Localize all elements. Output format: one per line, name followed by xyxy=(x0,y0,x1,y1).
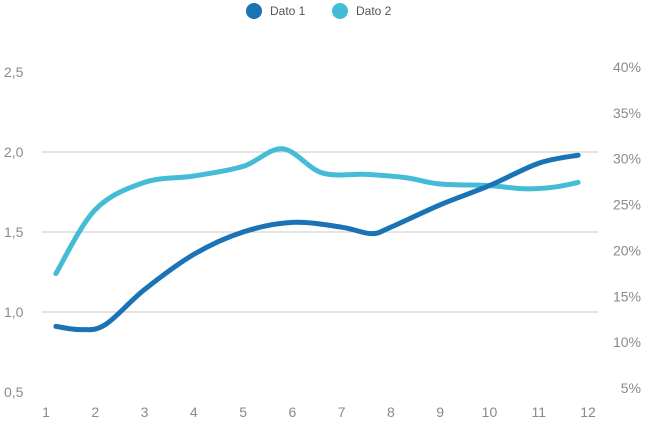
x-tick-label: 5 xyxy=(239,404,247,420)
x-tick-label: 11 xyxy=(531,404,546,420)
legend-label-1: Dato 1 xyxy=(270,4,306,18)
y-right-tick-label: 10% xyxy=(613,334,641,350)
legend-label-2: Dato 2 xyxy=(356,4,392,18)
series-lines xyxy=(53,146,581,333)
gridlines xyxy=(42,151,598,313)
x-tick-label: 3 xyxy=(141,404,149,420)
y-right-tick-label: 25% xyxy=(613,197,641,213)
y-left-tick-label: 2,5 xyxy=(4,64,24,80)
y-right-tick-label: 15% xyxy=(613,288,641,304)
series-line-1 xyxy=(53,152,581,333)
x-axis: 1 2 3 4 5 6 7 8 9 10 11 12 xyxy=(42,404,596,420)
y-left-tick-label: 1,5 xyxy=(4,224,24,240)
y-left-tick-label: 1,0 xyxy=(4,304,24,320)
x-tick-label: 8 xyxy=(387,404,395,420)
y-right-tick-label: 5% xyxy=(621,380,641,396)
x-tick-label: 9 xyxy=(436,404,444,420)
y-right-tick-label: 30% xyxy=(613,151,641,167)
x-tick-label: 6 xyxy=(288,404,296,420)
y-right-tick-label: 20% xyxy=(613,242,641,258)
legend: Dato 1 Dato 2 xyxy=(246,3,392,19)
x-tick-label: 12 xyxy=(580,404,596,420)
legend-marker-2 xyxy=(332,3,348,19)
y-left-tick-label: 0,5 xyxy=(4,384,24,400)
series-line-2 xyxy=(53,146,581,277)
y-left-tick-label: 2,0 xyxy=(4,144,24,160)
legend-marker-1 xyxy=(246,3,262,19)
x-tick-label: 10 xyxy=(482,404,498,420)
x-tick-label: 7 xyxy=(338,404,346,420)
y-axis-left: 0,5 1,0 1,5 2,0 2,5 xyxy=(4,64,24,400)
y-axis-right: 5% 10% 15% 20% 25% 30% 35% 40% xyxy=(613,59,641,396)
x-tick-label: 2 xyxy=(91,404,99,420)
y-right-tick-label: 40% xyxy=(613,59,641,75)
x-tick-label: 4 xyxy=(190,404,198,420)
y-right-tick-label: 35% xyxy=(613,105,641,121)
x-tick-label: 1 xyxy=(42,404,50,420)
